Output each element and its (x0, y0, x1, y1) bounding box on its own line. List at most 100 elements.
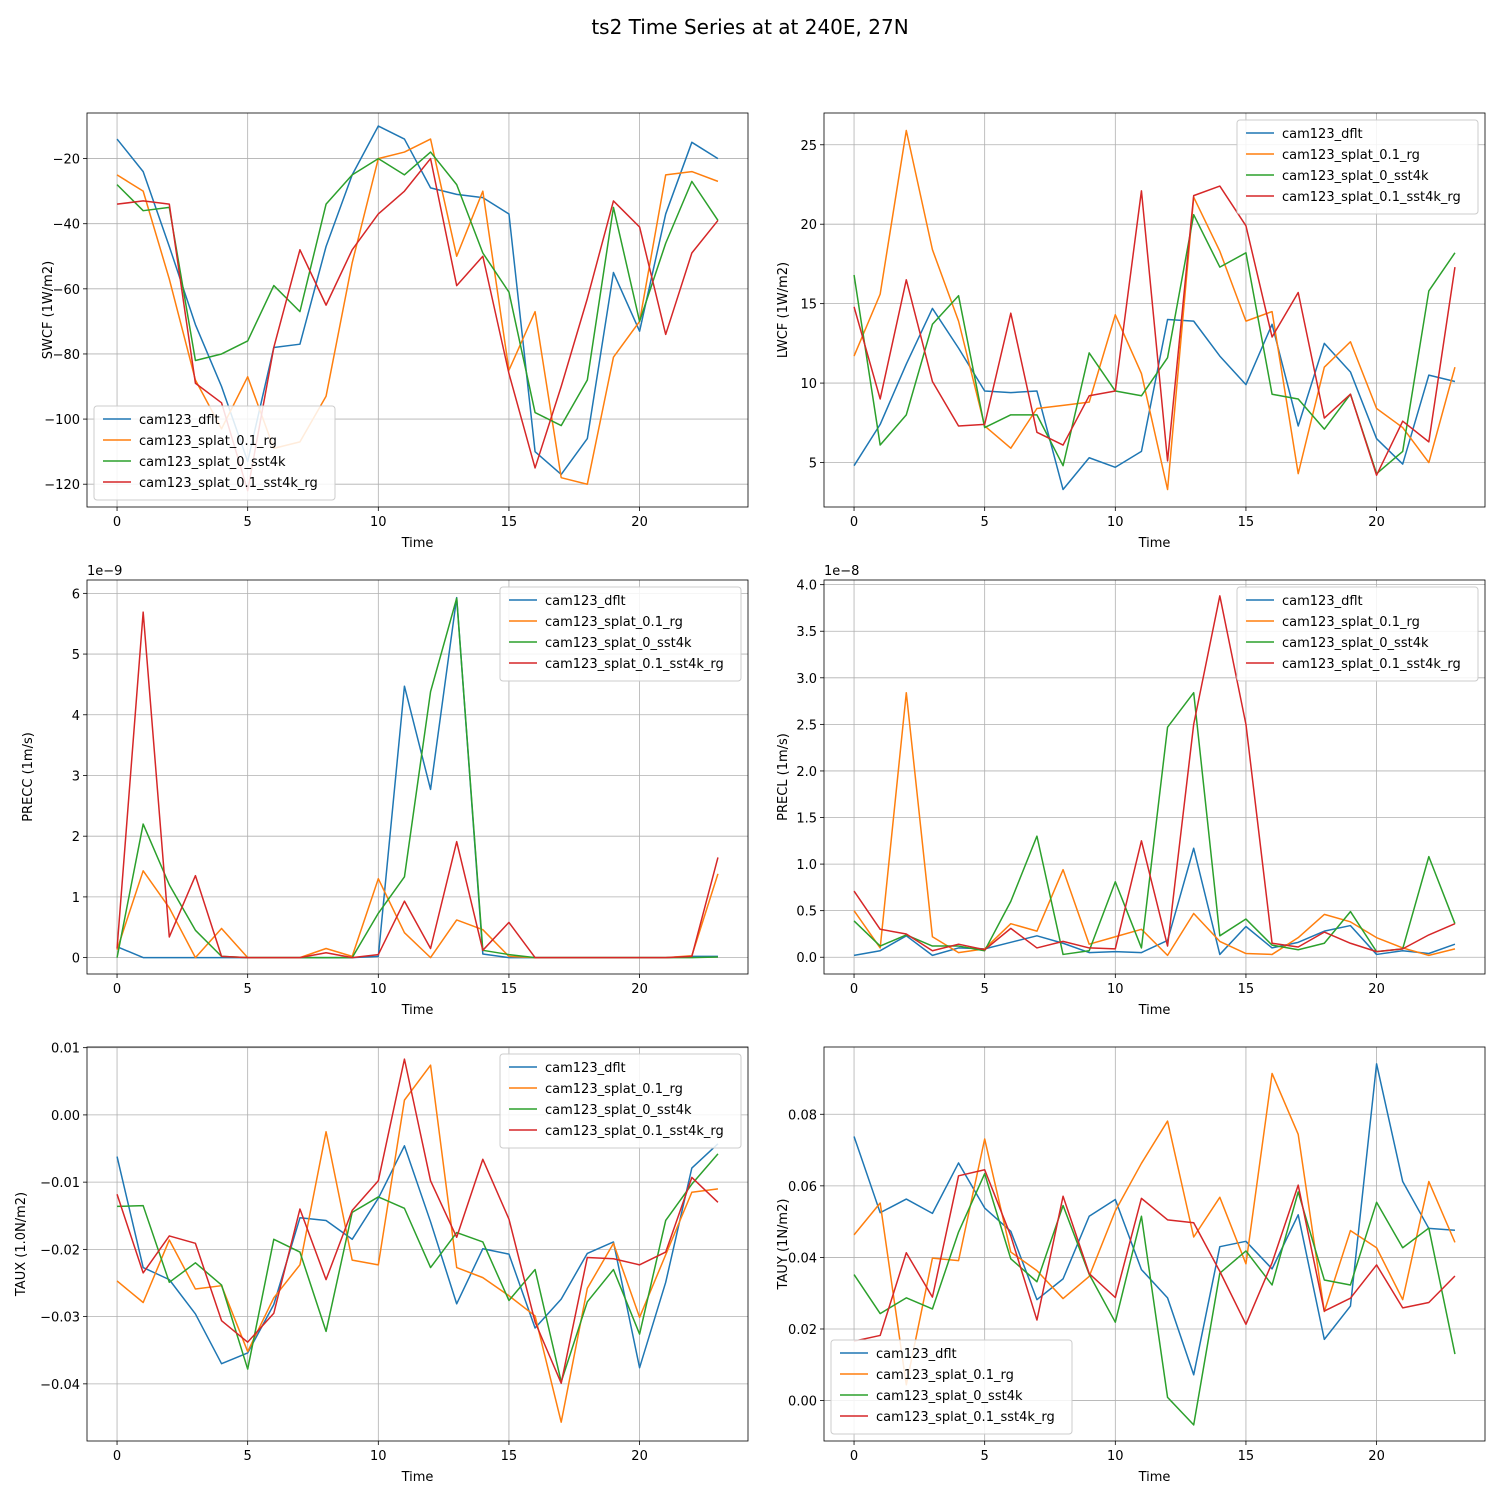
legend-label: cam123_dflt (1282, 127, 1363, 142)
y-tick-label: 5 (809, 457, 817, 472)
y-tick-label: 0.01 (51, 1042, 80, 1057)
legend-label: cam123_splat_0_sst4k (1282, 169, 1429, 184)
y-tick-label: 0.04 (788, 1251, 817, 1266)
x-axis-label: Time (1138, 1470, 1171, 1485)
legend: cam123_dflt cam123_splat_0.1_rg cam123_spl… (499, 1053, 742, 1149)
legend-label: cam123_splat_0.1_sst4k_rg (876, 1410, 1055, 1425)
legend-label: cam123_splat_0_sst4k (139, 455, 286, 470)
legend-label: cam123_dflt (545, 594, 626, 609)
legend-box (93, 405, 336, 501)
legend-label: cam123_splat_0.1_rg (1282, 615, 1420, 630)
legend-box (1236, 119, 1479, 215)
axis-offset-text: 1e−9 (87, 564, 122, 579)
series-line-cam123-splat-0-1-sst4k-rg (853, 595, 1456, 953)
y-tick-label: 3 (72, 769, 80, 784)
x-tick-label: 20 (631, 515, 648, 530)
series-line-cam123-splat-0-1-sst4k-rg (853, 1168, 1456, 1342)
series-line-cam123-splat-0-1-sst4k-rg (116, 611, 719, 959)
axes-frame (823, 1046, 1486, 1442)
x-axis-label: Time (1138, 536, 1171, 551)
series-line-cam123-splat-0-sst4k (853, 1172, 1456, 1426)
y-tick-label: 20 (800, 218, 817, 233)
y-axis-label: TAUX (1.0N/m2) (14, 1192, 29, 1297)
series-line-cam123-splat-0-sst4k (116, 151, 719, 427)
y-tick-label: 0 (72, 952, 80, 967)
x-tick-label: 20 (631, 982, 648, 997)
x-tick-label: 15 (1238, 515, 1255, 530)
y-tick-label: −60 (53, 283, 80, 298)
y-tick-label: 1 (72, 891, 80, 906)
x-tick-label: 15 (1238, 982, 1255, 997)
y-tick-label: 0.0 (796, 951, 817, 966)
legend-box (499, 1053, 742, 1149)
y-tick-label: −120 (44, 478, 80, 493)
series-line-cam123-dflt (853, 307, 1456, 491)
series-line-cam123-dflt (116, 1143, 719, 1369)
y-tick-label: −0.01 (40, 1176, 80, 1191)
x-tick-label: 0 (850, 515, 858, 530)
axes-frame (86, 1046, 749, 1442)
suptitle: ts2 Time Series at at 240E, 27N (591, 15, 909, 39)
y-tick-label: 0.06 (788, 1180, 817, 1195)
legend-label: cam123_dflt (545, 1061, 626, 1076)
x-tick-label: 15 (501, 515, 518, 530)
y-tick-label: −80 (53, 348, 80, 363)
x-tick-label: 5 (981, 982, 989, 997)
x-tick-label: 0 (113, 1449, 121, 1464)
legend: cam123_dflt cam123_splat_0.1_rg cam123_spl… (1236, 119, 1479, 215)
legend-label: cam123_splat_0.1_rg (545, 1082, 683, 1097)
legend-label: cam123_splat_0.1_sst4k_rg (1282, 190, 1461, 205)
x-tick-label: 20 (1368, 1449, 1385, 1464)
legend-label: cam123_splat_0.1_sst4k_rg (139, 476, 318, 491)
y-tick-label: −100 (44, 413, 80, 428)
legend-label: cam123_dflt (876, 1347, 957, 1362)
series-line-cam123-splat-0-1-rg (116, 1064, 719, 1423)
legend-label: cam123_splat_0_sst4k (545, 1103, 692, 1118)
subplot-4: 0 5 10 15 20 0.0 0.5 1.0 1.5 2.0 2.5 3.0 3.5 4.0 Time P… (776, 564, 1486, 1018)
y-tick-label: 3.5 (796, 625, 817, 640)
axis-offset-text: 1e−8 (824, 564, 859, 579)
legend: cam123_dflt cam123_splat_0.1_rg cam123_spl… (1236, 586, 1479, 682)
x-tick-label: 5 (981, 1449, 989, 1464)
series-line-cam123-splat-0-sst4k (853, 691, 1456, 956)
x-tick-label: 5 (244, 982, 252, 997)
y-axis-label: PRECC (1m/s) (21, 732, 36, 822)
series-line-cam123-splat-0-1-sst4k-rg (116, 157, 719, 492)
x-tick-label: 5 (244, 515, 252, 530)
x-tick-label: 0 (113, 982, 121, 997)
x-tick-label: 5 (981, 515, 989, 530)
x-tick-label: 20 (631, 1449, 648, 1464)
legend-label: cam123_splat_0.1_rg (1282, 148, 1420, 163)
legend-box (830, 1339, 1073, 1435)
x-tick-label: 10 (370, 982, 387, 997)
series-group (116, 596, 719, 959)
legend-label: cam123_splat_0.1_sst4k_rg (545, 657, 724, 672)
y-axis-label: TAUY (1N/m2) (776, 1199, 791, 1291)
legend-label: cam123_splat_0.1_rg (876, 1368, 1014, 1383)
y-tick-label: −0.02 (40, 1243, 80, 1258)
axes-frame (86, 112, 749, 508)
series-group (853, 129, 1456, 491)
y-tick-label: −20 (53, 153, 80, 168)
x-tick-label: 15 (1238, 1449, 1255, 1464)
series-line-cam123-splat-0-1-rg (853, 1072, 1456, 1386)
y-tick-label: 4.0 (796, 579, 817, 594)
x-tick-label: 10 (1107, 982, 1124, 997)
legend-label: cam123_splat_0_sst4k (545, 636, 692, 651)
x-tick-label: 5 (244, 1449, 252, 1464)
y-axis-label: SWCF (1W/m2) (41, 261, 56, 359)
x-tick-label: 10 (1107, 1449, 1124, 1464)
y-tick-label: 0.00 (51, 1109, 80, 1124)
y-tick-label: 25 (800, 139, 817, 154)
y-tick-label: 10 (800, 377, 817, 392)
subplot-1: 0 5 10 15 20 −120 −100 −80 −60 −40 −20 Time SWCF (1W… (41, 112, 749, 551)
x-tick-label: 20 (1368, 982, 1385, 997)
legend-label: cam123_dflt (139, 413, 220, 428)
y-tick-label: 2 (72, 830, 80, 845)
x-tick-label: 0 (113, 515, 121, 530)
x-axis-label: Time (401, 1470, 434, 1485)
y-tick-label: 1.5 (796, 812, 817, 827)
series-line-cam123-dflt (853, 1063, 1456, 1376)
